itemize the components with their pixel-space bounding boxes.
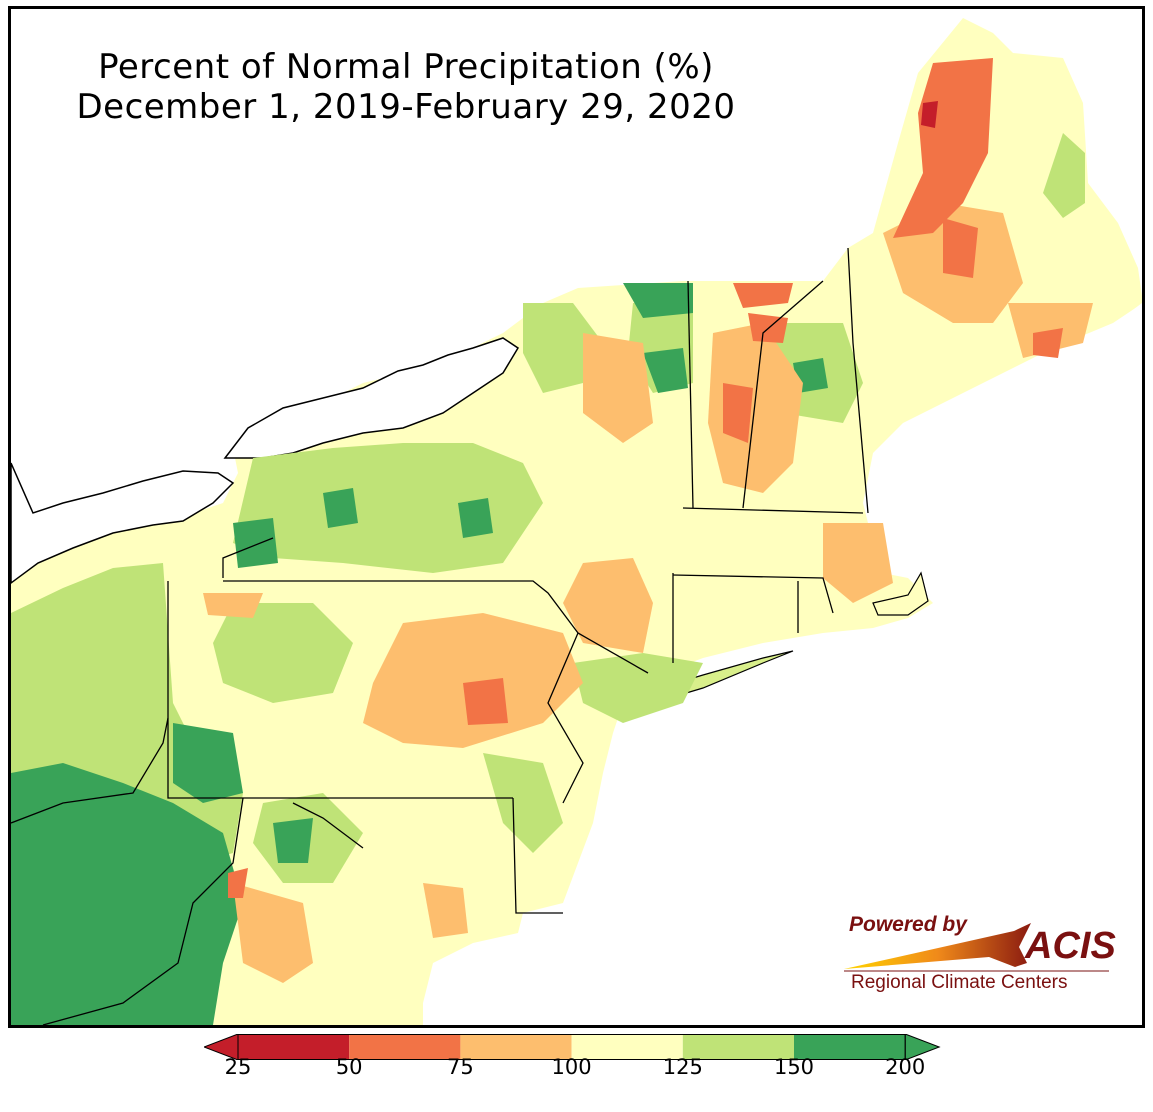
legend-tick-label: 50 (335, 1055, 363, 1079)
legend-frame (237, 1034, 906, 1060)
cape-cod (872, 571, 929, 616)
acis-logo: Powered by ACIS Regional Climate Centers (839, 905, 1129, 1005)
atlantic-ocean (425, 303, 1142, 1025)
legend-bin-100-125 (571, 1034, 683, 1060)
band-25-50 (921, 101, 938, 128)
legend-tick-label: 25 (224, 1055, 252, 1079)
legend-tick-label: 75 (447, 1055, 474, 1079)
acis-powered-by: Powered by (849, 913, 967, 936)
legend-bin-25-50 (238, 1034, 350, 1060)
legend-colorbar (204, 1034, 941, 1060)
band-150-200 (11, 283, 828, 1025)
legend-bin-125-150 (682, 1034, 794, 1060)
map-frame: Percent of Normal Precipitation (%) Dece… (8, 6, 1145, 1028)
land-base (11, 18, 1142, 1025)
acis-name: ACIS (1025, 925, 1116, 967)
band-125-150 (11, 133, 1085, 883)
legend-bin-150-200 (794, 1034, 906, 1060)
acis-swoosh-icon (844, 923, 1109, 972)
map-subtitle-date-range: December 1, 2019-February 29, 2020 (76, 87, 736, 127)
map-title: Percent of Normal Precipitation (%) (98, 47, 714, 87)
legend-bin-50-75 (349, 1034, 461, 1060)
lake-ontario (223, 337, 520, 459)
precipitation-map (11, 18, 1142, 1025)
lake-erie (11, 462, 235, 584)
state-borders (11, 247, 869, 1025)
legend-tick-label: 125 (662, 1055, 703, 1079)
legend-bin-75-100 (460, 1034, 572, 1060)
legend-tick-label: 150 (773, 1055, 815, 1079)
legend-tick-label: 200 (885, 1055, 926, 1079)
legend-tick-label: 100 (551, 1055, 592, 1079)
acis-subtitle: Regional Climate Centers (851, 972, 1068, 993)
